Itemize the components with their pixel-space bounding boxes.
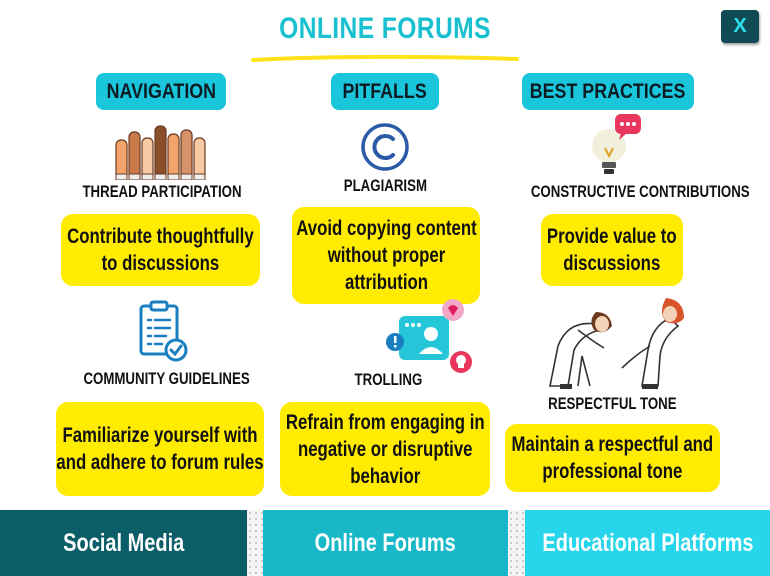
card-respectful-tone: Maintain a respectful and professional t… <box>505 424 720 492</box>
topic-community-guidelines: COMMUNITY GUIDELINES <box>83 369 250 388</box>
bottom-tab-bar: Social Media Online Forums Educational P… <box>0 510 770 576</box>
card-plagiarism: Avoid copying content without proper att… <box>292 207 480 304</box>
close-button[interactable]: X <box>721 10 759 43</box>
topic-constructive-contributions: CONSTRUCTIVE CONTRIBUTIONS <box>530 182 750 201</box>
tab-social-media[interactable]: Social Media <box>0 510 247 576</box>
tab-divider <box>508 510 525 576</box>
topic-plagiarism: PLAGIARISM <box>343 176 427 195</box>
tab-divider <box>247 510 263 576</box>
topic-thread-participation: THREAD PARTICIPATION <box>82 182 242 201</box>
chat-conflict-icon <box>386 299 472 373</box>
clipboard-checklist-icon <box>139 300 188 362</box>
people-bowing-icon <box>549 298 684 389</box>
lightbulb-chat-icon <box>592 114 641 174</box>
page-title: ONLINE FORUMS <box>279 12 491 45</box>
column-header-navigation: NAVIGATION <box>96 73 226 110</box>
card-community-guidelines: Familiarize yourself with and adhere to … <box>56 402 264 496</box>
card-constructive-contributions: Provide value to discussions <box>541 214 683 286</box>
column-header-best-practices: BEST PRACTICES <box>522 73 694 110</box>
topic-respectful-tone: RESPECTFUL TONE <box>547 394 677 413</box>
copyright-icon <box>361 123 409 171</box>
column-header-pitfalls: PITFALLS <box>331 73 439 110</box>
topic-trolling: TROLLING <box>354 370 422 389</box>
tab-online-forums[interactable]: Online Forums <box>263 510 508 576</box>
close-label: X <box>733 15 747 37</box>
raised-hands-icon <box>115 125 206 180</box>
tab-educational-platforms[interactable]: Educational Platforms <box>525 510 770 576</box>
card-trolling: Refrain from engaging in negative or dis… <box>280 402 490 496</box>
card-thread-participation: Contribute thoughtfully to discussions <box>61 214 260 286</box>
title-underline <box>251 54 519 62</box>
